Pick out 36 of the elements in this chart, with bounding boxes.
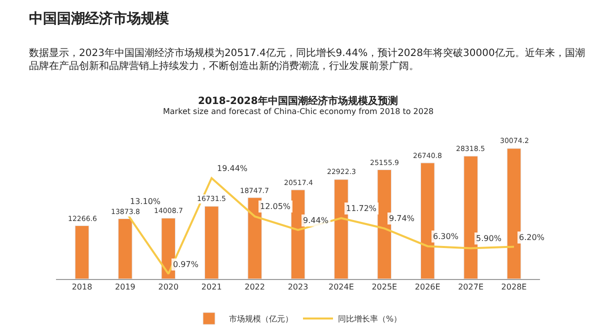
data-label: 5.90% (476, 234, 502, 243)
data-label: 6.20% (519, 233, 545, 242)
x-tick-label: 2020 (158, 282, 179, 292)
x-tick-label: 2024E (328, 282, 354, 292)
bar (334, 179, 348, 279)
chart-title: 中国国潮经济市场规模 (29, 10, 170, 27)
data-label: 9.44% (303, 216, 329, 225)
x-tick-label: 2027E (458, 282, 484, 292)
data-label: 0.97% (173, 260, 199, 269)
bar (248, 197, 262, 279)
bar (74, 225, 90, 279)
x-tick-label: 2028E (501, 282, 527, 292)
legend-label: 市场规模（亿元） (229, 314, 293, 324)
data-label: 6.30% (433, 232, 459, 241)
bar (464, 156, 478, 279)
text: 2018-2028年中国国潮经济市场规模及预测 (198, 95, 398, 107)
bar (506, 148, 522, 279)
data-label: 11.72% (346, 204, 377, 213)
chart-subtitle: 数据显示，2023年中国国潮经济市场规模为20517.4亿元，同比增长9.44%，预计2028年将突破30000亿元。近年来，国潮品牌在产品创新和品牌营销上持续发力，不断创造出新的消费潮流，行业发展前景广阔。 (29, 47, 585, 72)
text: Market size and forecast of China-Chic economy from 2018 to 2028 (163, 107, 434, 116)
x-tick-label: 2025E (372, 282, 398, 292)
x-tick-label: 2026E (414, 282, 440, 292)
data-label: 13.10% (130, 197, 161, 206)
x-tick-label: 2021 (201, 282, 222, 292)
data-label: 9.74% (389, 214, 415, 223)
legend-label: 同比增长率（%） (338, 314, 402, 324)
x-tick-label: 2019 (115, 282, 136, 292)
bar (420, 162, 435, 279)
bar (118, 218, 132, 279)
bar (204, 206, 219, 279)
x-tick-label: 2023 (288, 282, 308, 292)
x-tick-label: 2022 (244, 282, 265, 292)
bar (290, 190, 306, 279)
data-label: 19.44% (217, 164, 248, 173)
x-tick-label: 2018 (72, 282, 92, 292)
data-label: 12.05% (260, 202, 291, 211)
